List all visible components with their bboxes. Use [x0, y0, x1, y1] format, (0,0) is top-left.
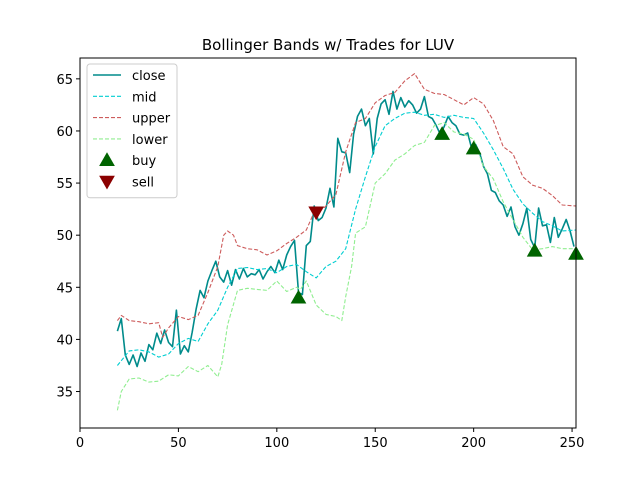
x-tick-label: 100	[264, 436, 289, 451]
legend-label-close: close	[132, 69, 165, 84]
y-tick-label: 45	[56, 281, 73, 296]
x-tick-label: 250	[560, 436, 585, 451]
buy-marker	[526, 242, 543, 257]
x-tick-label: 150	[363, 436, 388, 451]
chart-title: Bollinger Bands w/ Trades for LUV	[202, 36, 455, 54]
sell-marker	[308, 206, 325, 221]
series-line-mid	[116, 111, 576, 366]
legend-label-mid: mid	[132, 90, 157, 105]
series-line-lower	[116, 122, 576, 411]
y-tick-label: 40	[56, 333, 73, 348]
plot-frame	[79, 57, 577, 429]
legend-swatch-buy	[99, 152, 115, 166]
y-tick-label: 65	[56, 73, 73, 88]
legend: close mid upper lower buy sell	[86, 63, 178, 199]
x-tick-label: 50	[170, 436, 187, 451]
x-tick-label: 200	[461, 436, 486, 451]
legend-label-sell: sell	[132, 176, 154, 191]
buy-marker	[434, 126, 451, 140]
buy-marker	[290, 289, 307, 304]
legend-label-upper: upper	[132, 112, 171, 127]
legend-label-buy: buy	[132, 154, 156, 169]
y-tick-label: 55	[56, 177, 73, 192]
buy-marker	[465, 140, 482, 155]
legend-swatch-sell	[99, 175, 115, 190]
legend-label-lower: lower	[132, 133, 168, 148]
x-tick-label: 0	[76, 436, 84, 451]
y-tick-label: 50	[56, 229, 73, 244]
y-tick-label: 60	[56, 125, 73, 140]
y-tick-label: 35	[56, 386, 73, 401]
